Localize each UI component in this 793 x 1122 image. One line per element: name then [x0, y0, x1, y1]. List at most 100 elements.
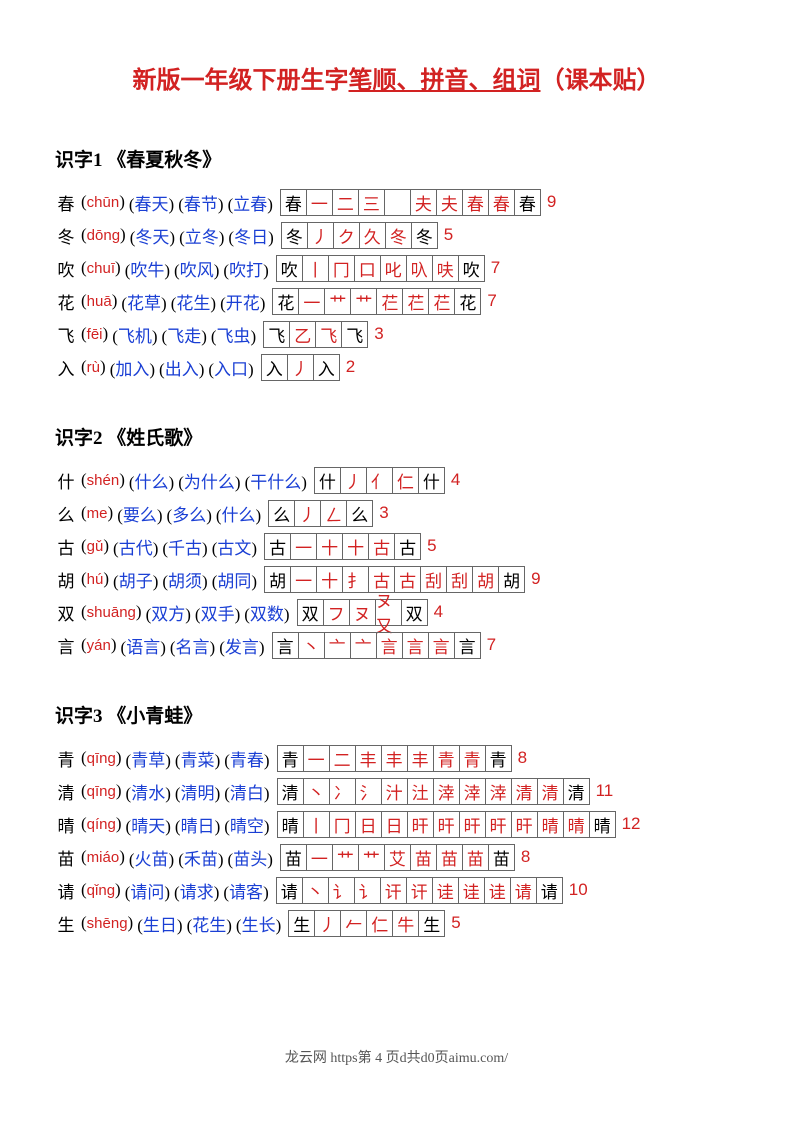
- pinyin-wrap: (rù): [81, 357, 106, 377]
- word-wrap: (春节): [178, 190, 223, 215]
- main-character: 双: [55, 600, 77, 625]
- stroke-cell: 诖: [458, 877, 485, 904]
- stroke-cell: 丶: [302, 877, 329, 904]
- main-character: 花: [55, 289, 77, 314]
- stroke-grid: 入丿入: [262, 354, 340, 381]
- stroke-cell: 飞: [315, 321, 342, 348]
- stroke-count: 9: [547, 192, 556, 212]
- stroke-cell: 春: [488, 189, 515, 216]
- stroke-cell: 讠: [328, 877, 355, 904]
- pinyin-wrap: (shēng): [81, 913, 133, 933]
- compound-word: 多么: [172, 506, 206, 525]
- stroke-cell: 么: [268, 500, 295, 527]
- stroke-cell: 飞: [341, 321, 368, 348]
- pinyin-wrap: (qīng): [81, 781, 122, 801]
- stroke-cell: 一: [290, 566, 317, 593]
- pinyin: hú: [87, 571, 104, 588]
- word-wrap: (请问): [125, 878, 170, 903]
- stroke-count: 2: [346, 357, 355, 377]
- stroke-count: 4: [434, 602, 443, 622]
- stroke-cell: 丿: [314, 910, 341, 937]
- stroke-cell: 古: [368, 533, 395, 560]
- character-row: 生(shēng)(生日)(花生)(生长)生丿𠂉仁牛生5: [55, 907, 738, 939]
- stroke-cell: 诖: [484, 877, 511, 904]
- stroke-cell: 双: [297, 599, 324, 626]
- pinyin: qíng: [87, 816, 116, 833]
- compound-word: 晴天: [131, 817, 165, 836]
- stroke-cell: 冬: [281, 222, 308, 249]
- compound-word: 古代: [119, 539, 153, 558]
- stroke-cell: 讠: [354, 877, 381, 904]
- word-wrap: (清白): [224, 779, 269, 804]
- stroke-cell: 涬: [485, 778, 512, 805]
- stroke-cell: 旰: [511, 811, 538, 838]
- stroke-cell: ク: [333, 222, 360, 249]
- content-area: 识字1 《春夏秋冬》春(chūn)(春天)(春节)(立春)春一二三𠀆夫夫春春春9…: [55, 145, 738, 939]
- stroke-cell: 苗: [436, 844, 463, 871]
- stroke-cell: 花: [454, 288, 481, 315]
- stroke-cell: 冂: [328, 255, 355, 282]
- stroke-grid: 什丿亻仁什: [315, 467, 445, 494]
- stroke-grid: 清丶冫氵汁汢涬涬涬清清清: [278, 778, 590, 805]
- stroke-cell: 三: [358, 189, 385, 216]
- stroke-count: 8: [518, 748, 527, 768]
- compound-word: 火苗: [135, 850, 169, 869]
- compound-word: 加入: [115, 360, 149, 379]
- stroke-cell: 一: [303, 745, 330, 772]
- stroke-cell: 一: [290, 533, 317, 560]
- stroke-cell: 诖: [432, 877, 459, 904]
- stroke-cell: 二: [329, 745, 356, 772]
- word-wrap: (加入): [110, 355, 155, 380]
- pinyin: miáo: [87, 849, 120, 866]
- stroke-cell: 青: [277, 745, 304, 772]
- stroke-cell: 十: [316, 566, 343, 593]
- pinyin-wrap: (chūn): [81, 192, 125, 212]
- compound-word: 春节: [184, 195, 218, 214]
- stroke-cell: 青: [433, 745, 460, 772]
- pinyin-wrap: (dōng): [81, 225, 126, 245]
- title-suffix: （课本贴）: [541, 68, 661, 94]
- stroke-grid: 飞乙飞飞: [264, 321, 368, 348]
- word-wrap: (花生): [171, 289, 216, 314]
- word-wrap: (生日): [137, 911, 182, 936]
- compound-word: 晴空: [230, 817, 264, 836]
- stroke-cell: 涬: [459, 778, 486, 805]
- stroke-cell: 氵: [355, 778, 382, 805]
- stroke-cell: 十: [316, 533, 343, 560]
- stroke-count: 5: [427, 536, 436, 556]
- pinyin-wrap: (huā): [81, 291, 117, 311]
- compound-word: 花生: [192, 916, 226, 935]
- section-header: 识字1 《春夏秋冬》: [55, 145, 738, 172]
- compound-word: 生日: [143, 916, 177, 935]
- word-wrap: (什么): [216, 501, 261, 526]
- stroke-cell: 日: [381, 811, 408, 838]
- word-wrap: (吹牛): [125, 256, 170, 281]
- compound-word: 冬天: [135, 228, 169, 247]
- pinyin-wrap: (shén): [81, 470, 125, 490]
- compound-word: 飞走: [167, 327, 201, 346]
- word-wrap: (出入): [159, 355, 204, 380]
- word-wrap: (晴日): [175, 812, 220, 837]
- compound-word: 胡须: [168, 572, 202, 591]
- word-wrap: (飞机): [112, 322, 157, 347]
- character-row: 清(qīng)(清水)(清明)(清白)清丶冫氵汁汢涬涬涬清清清11: [55, 775, 738, 807]
- stroke-cell: 清: [511, 778, 538, 805]
- word-wrap: (冬日): [228, 223, 273, 248]
- title-underlined: 笔顺、拼音、组词: [349, 68, 541, 94]
- pinyin: shēng: [87, 915, 128, 932]
- character-row: 青(qīng)(青草)(青菜)(青春)青一二丰丰丰青青青8: [55, 742, 738, 774]
- stroke-cell: 艹: [324, 288, 351, 315]
- pinyin-wrap: (me): [81, 503, 113, 523]
- word-wrap: (多么): [167, 501, 212, 526]
- word-wrap: (立冬): [179, 223, 224, 248]
- stroke-cell: 汁: [381, 778, 408, 805]
- stroke-cell: 言: [376, 632, 403, 659]
- word-wrap: (开花): [220, 289, 265, 314]
- word-wrap: (请求): [174, 878, 219, 903]
- pinyin-wrap: (miáo): [81, 847, 125, 867]
- stroke-cell: 一: [306, 189, 333, 216]
- stroke-cell: 春: [280, 189, 307, 216]
- stroke-cell: 古: [394, 533, 421, 560]
- stroke-grid: 花一艹艹芢芢芢花: [273, 288, 481, 315]
- word-wrap: (冬天): [130, 223, 175, 248]
